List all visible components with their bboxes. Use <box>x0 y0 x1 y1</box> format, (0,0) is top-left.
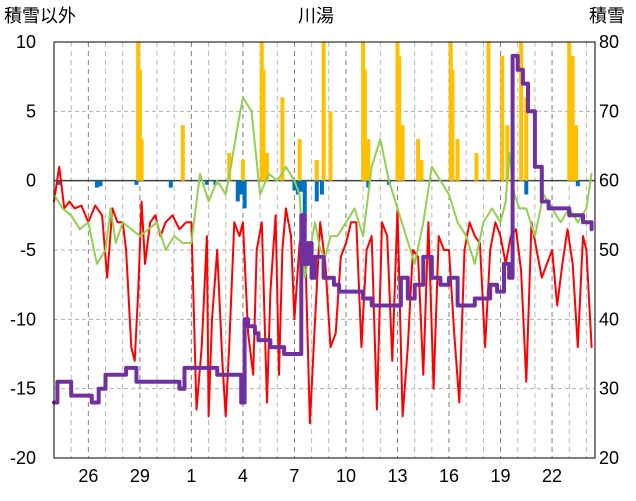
bar-3-19 <box>400 125 405 181</box>
line-series <box>52 53 594 425</box>
bar-4-16 <box>366 180 371 188</box>
bar-4-10 <box>292 180 297 191</box>
bar-3-4 <box>227 152 232 181</box>
series-line-2 <box>52 53 594 405</box>
bar-4-3 <box>134 180 139 185</box>
x-tick-label: 26 <box>78 466 98 486</box>
right-tick-label: 70 <box>599 101 619 121</box>
right-tick-label: 60 <box>599 171 619 191</box>
left-axis-ticks: 10 5 0 -5 -10 -15 -20 <box>10 32 36 468</box>
bar-4-18 <box>524 180 529 195</box>
bar-3-21 <box>419 159 424 181</box>
bar-3-1 <box>137 69 142 181</box>
x-tick-label: 4 <box>238 466 248 486</box>
right-axis-title: 積雪 <box>589 6 625 26</box>
bar-3-30 <box>524 97 529 181</box>
bar-3-13 <box>328 111 333 181</box>
bar-4-9 <box>242 180 247 209</box>
bar-3-9 <box>280 97 285 181</box>
bar-3-25 <box>474 152 479 181</box>
chart-title: 川湯 <box>298 6 334 26</box>
bar-3-5 <box>240 159 245 181</box>
bar-series <box>57 42 580 223</box>
left-tick-label: -20 <box>10 448 36 468</box>
bar-4-8 <box>239 180 244 195</box>
x-tick-label: 29 <box>130 466 150 486</box>
right-axis-ticks: 80 70 60 50 40 30 20 <box>599 32 619 468</box>
bar-4-1 <box>94 180 99 188</box>
bar-3-28 <box>505 125 510 181</box>
series-line-1 <box>53 96 593 279</box>
x-tick-label: 10 <box>336 466 356 486</box>
bar-3-32 <box>570 55 575 181</box>
left-tick-label: 5 <box>26 101 36 121</box>
right-tick-label: 50 <box>599 240 619 260</box>
bar-4-4 <box>168 180 173 188</box>
bar-4-14 <box>314 180 319 202</box>
x-tick-label: 22 <box>542 466 562 486</box>
left-tick-label: -5 <box>20 240 36 260</box>
bar-3-7 <box>261 69 266 181</box>
x-tick-label: 19 <box>491 466 511 486</box>
x-tick-label: 13 <box>387 466 407 486</box>
left-axis-title: 積雪以外 <box>4 6 76 26</box>
right-tick-label: 40 <box>599 309 619 329</box>
bar-3-8 <box>264 152 269 181</box>
left-tick-label: 0 <box>26 171 36 191</box>
left-tick-label: -15 <box>10 379 36 399</box>
bar-3-12 <box>321 42 326 181</box>
x-tick-label: 1 <box>186 466 196 486</box>
bar-3-11 <box>314 159 319 181</box>
bar-4-7 <box>235 180 240 202</box>
plot-frame <box>53 41 596 459</box>
bar-3-23 <box>450 69 455 181</box>
bar-4-15 <box>319 180 324 195</box>
bar-3-33 <box>574 125 579 181</box>
frame-border <box>53 41 596 459</box>
bar-4-19 <box>575 180 580 187</box>
x-tick-label: 7 <box>289 466 299 486</box>
bar-3-20 <box>416 139 421 181</box>
bar-4-12 <box>299 180 304 192</box>
bar-3-10 <box>297 139 302 181</box>
bar-4-0 <box>57 180 62 185</box>
left-tick-label: 10 <box>16 32 36 52</box>
bar-3-29 <box>519 42 524 181</box>
bar-3-16 <box>366 139 371 181</box>
left-tick-label: -10 <box>10 309 36 329</box>
bar-3-27 <box>500 55 505 181</box>
right-tick-label: 20 <box>599 448 619 468</box>
x-tick-label: 16 <box>439 466 459 486</box>
bar-3-18 <box>397 55 402 181</box>
bar-3-2 <box>139 139 144 181</box>
right-tick-label: 80 <box>599 32 619 52</box>
bar-3-24 <box>455 139 460 181</box>
right-tick-label: 30 <box>599 379 619 399</box>
bar-4-13 <box>302 180 307 223</box>
bar-4-2 <box>98 180 103 187</box>
bar-3-3 <box>180 125 185 181</box>
x-axis-ticks: 26 29 1 4 7 10 13 16 19 22 <box>78 466 562 486</box>
bar-3-26 <box>486 42 491 181</box>
series-line-0 <box>53 165 593 425</box>
bar-4-5 <box>204 180 209 185</box>
bar-3-15 <box>362 69 367 181</box>
bar-3-31 <box>567 42 572 181</box>
